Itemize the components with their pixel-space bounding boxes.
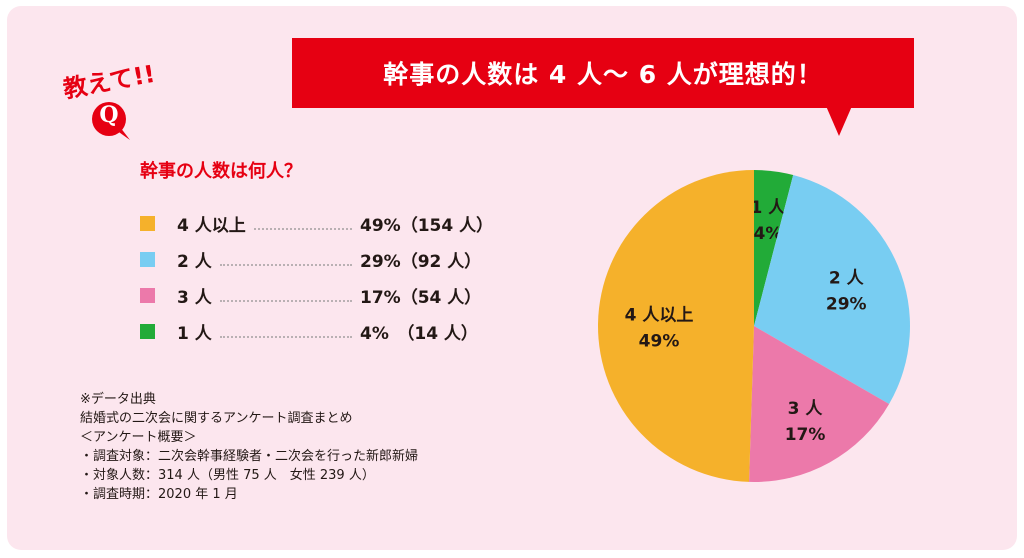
slice-label: 2 人 (829, 268, 865, 288)
legend-row: 3 人 17%（54 人） (140, 277, 520, 313)
leader-dots (219, 336, 352, 338)
leader-dots (253, 228, 352, 230)
legend-row: 2 人 29%（92 人） (140, 241, 520, 277)
legend-swatch (140, 215, 155, 231)
pie-slice (754, 170, 794, 326)
note-line: ※データ出典 (80, 392, 156, 407)
slice-percent-label: 4% (753, 224, 782, 244)
q-speech-bubble-icon: Q (86, 100, 132, 142)
legend-swatch (140, 287, 155, 303)
pie-chart: 1 人 4% 2 人 29% 3 人 17% 4 人以上 49% (598, 170, 910, 482)
note-line: ・対象人数：314 人（男性 75 人 女性 239 人） (80, 468, 375, 483)
leader-dots (219, 264, 352, 266)
leader-dots (219, 300, 352, 302)
pie-slice (754, 175, 910, 404)
headline-banner: 幹事の人数は 4 人〜 6 人が理想的！ (292, 38, 914, 108)
legend-value: 49%（154 人） (360, 215, 494, 236)
note-line: ・調査時期：2020 年 1 月 (80, 487, 238, 502)
slice-label: 3 人 (788, 399, 824, 419)
legend-swatch (140, 323, 155, 339)
legend-label: 4 人以上 (177, 215, 246, 236)
note-line: ＜アンケート概要＞ (80, 430, 197, 445)
legend-label: 1 人 (177, 323, 212, 344)
legend-list: 4 人以上 49%（154 人） 2 人 29%（92 人） 3 人 17%（5… (140, 205, 520, 349)
q-bubble-shape (92, 102, 130, 140)
question-title: 幹事の人数は何人？ (140, 161, 302, 182)
legend-row: 1 人 4% （14 人） (140, 313, 520, 349)
q-letter: Q (99, 102, 119, 128)
slice-label: 1 人 (751, 198, 787, 218)
slice-percent-label: 29% (826, 294, 867, 314)
legend-value: 29%（92 人） (360, 251, 482, 272)
legend-label: 2 人 (177, 251, 212, 272)
note-line: ・調査対象：二次会幹事経験者・二次会を行った新郎新婦 (80, 449, 419, 464)
slice-label: 4 人以上 (625, 305, 694, 325)
survey-notes: ※データ出典 結婚式の二次会に関するアンケート調査まとめ ＜アンケート概要＞ ・… (80, 390, 418, 504)
pie-slice (749, 326, 890, 482)
note-line: 結婚式の二次会に関するアンケート調査まとめ (80, 411, 353, 426)
headline-text: 幹事の人数は 4 人〜 6 人が理想的！ (383, 60, 823, 89)
legend-value: 4% （14 人） (360, 323, 478, 344)
legend-label: 3 人 (177, 287, 212, 308)
slice-percent-label: 17% (785, 425, 826, 445)
legend-row: 4 人以上 49%（154 人） (140, 205, 520, 241)
pie-slice (598, 170, 754, 482)
legend-swatch (140, 251, 155, 267)
headline-pointer (826, 106, 852, 136)
slice-percent-label: 49% (639, 331, 680, 351)
legend-value: 17%（54 人） (360, 287, 482, 308)
